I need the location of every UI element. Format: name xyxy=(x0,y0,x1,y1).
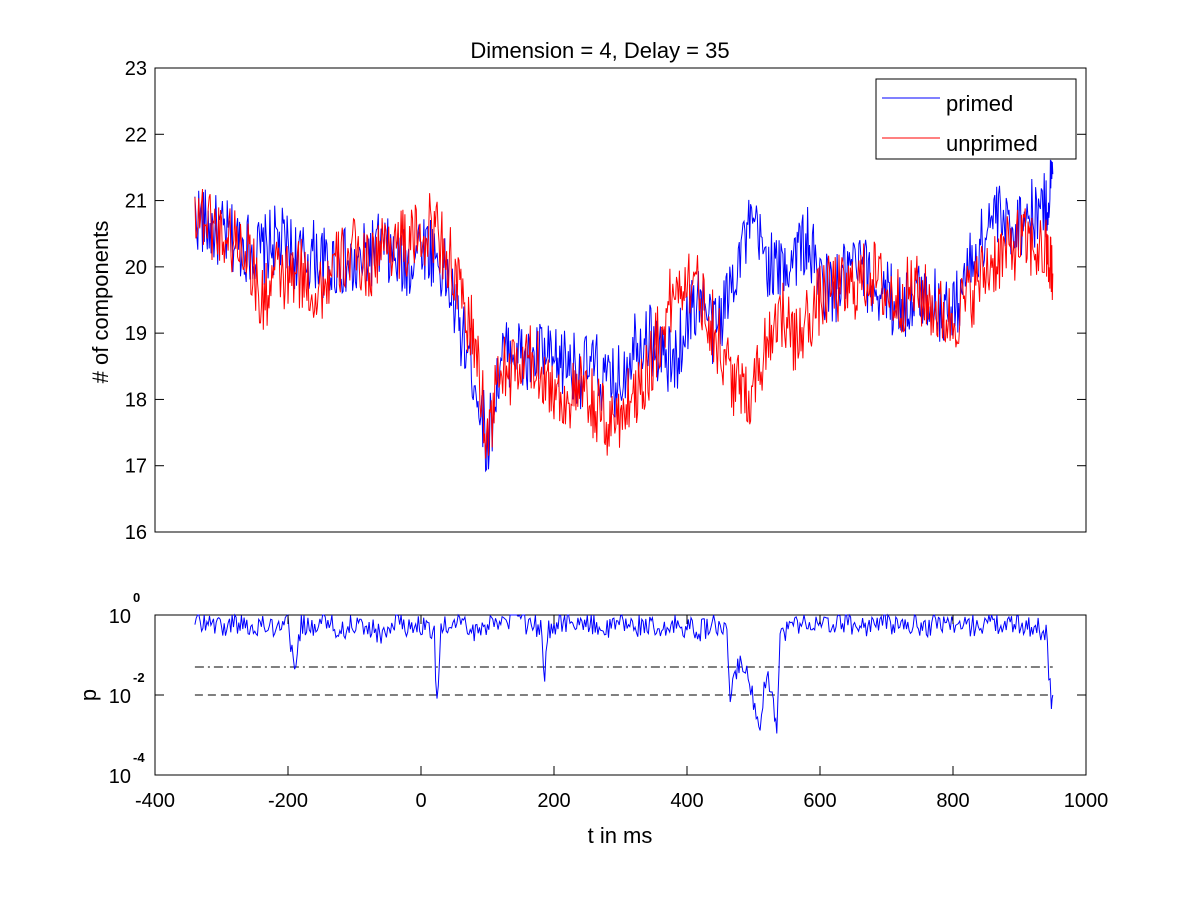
series-line-unprimed xyxy=(194,188,1054,459)
top-y-tick-label: 18 xyxy=(125,389,147,411)
bottom-x-tick-label: 200 xyxy=(537,790,570,812)
bottom-y-tick-exponent: -2 xyxy=(133,670,145,685)
bottom-y-tick-exponent: 0 xyxy=(133,590,140,605)
bottom-x-tick-label: 400 xyxy=(670,790,703,812)
top-y-tick-label: 23 xyxy=(125,58,147,80)
bottom-y-tick-base: 10 xyxy=(109,766,131,788)
top-y-tick-label: 22 xyxy=(125,124,147,146)
bottom-x-tick-label: -200 xyxy=(268,790,308,812)
legend-label-primed: primed xyxy=(946,91,1013,116)
top-axes-box xyxy=(154,67,1087,533)
bottom-plot-area xyxy=(154,613,1087,776)
top-y-tick-labels: 16 17 18 19 20 21 22 23 xyxy=(125,58,147,544)
top-y-tick-label: 19 xyxy=(125,323,147,345)
bottom-y-tick-base: 10 xyxy=(109,686,131,708)
top-chart-title: Dimension = 4, Delay = 35 xyxy=(470,38,729,63)
top-chart: Dimension = 4, Delay = 35 # of component… xyxy=(88,38,1087,544)
top-y-tick-label: 20 xyxy=(125,257,147,279)
bottom-y-tick-label: 100 xyxy=(109,590,140,628)
bottom-y-tick-base: 10 xyxy=(109,606,131,628)
bottom-y-tick-label: 10-4 xyxy=(109,750,146,788)
bottom-chart-xlabel: t in ms xyxy=(588,823,653,848)
top-chart-ylabel: # of components xyxy=(88,221,113,384)
legend: primed unprimed xyxy=(875,78,1077,160)
legend-label-unprimed: unprimed xyxy=(946,131,1038,156)
bottom-x-tick-label: -400 xyxy=(135,790,175,812)
bottom-x-tick-label: 1000 xyxy=(1064,790,1109,812)
bottom-x-tick-label: 0 xyxy=(415,790,426,812)
bottom-x-tick-labels: -400 -200 0 200 400 600 800 1000 xyxy=(135,790,1108,812)
top-y-tick-label: 21 xyxy=(125,191,147,213)
p-value-line xyxy=(194,613,1054,734)
bottom-x-tick-label: 600 xyxy=(803,790,836,812)
bottom-chart-ylabel: p xyxy=(76,689,101,701)
legend-box xyxy=(875,78,1077,160)
top-plot-area xyxy=(154,67,1087,533)
bottom-y-tick-label: 10-2 xyxy=(109,670,145,708)
bottom-y-tick-exponent: -4 xyxy=(133,750,145,765)
bottom-x-tick-label: 800 xyxy=(936,790,969,812)
top-y-tick-label: 17 xyxy=(125,456,147,478)
top-y-tick-label: 16 xyxy=(125,522,147,544)
